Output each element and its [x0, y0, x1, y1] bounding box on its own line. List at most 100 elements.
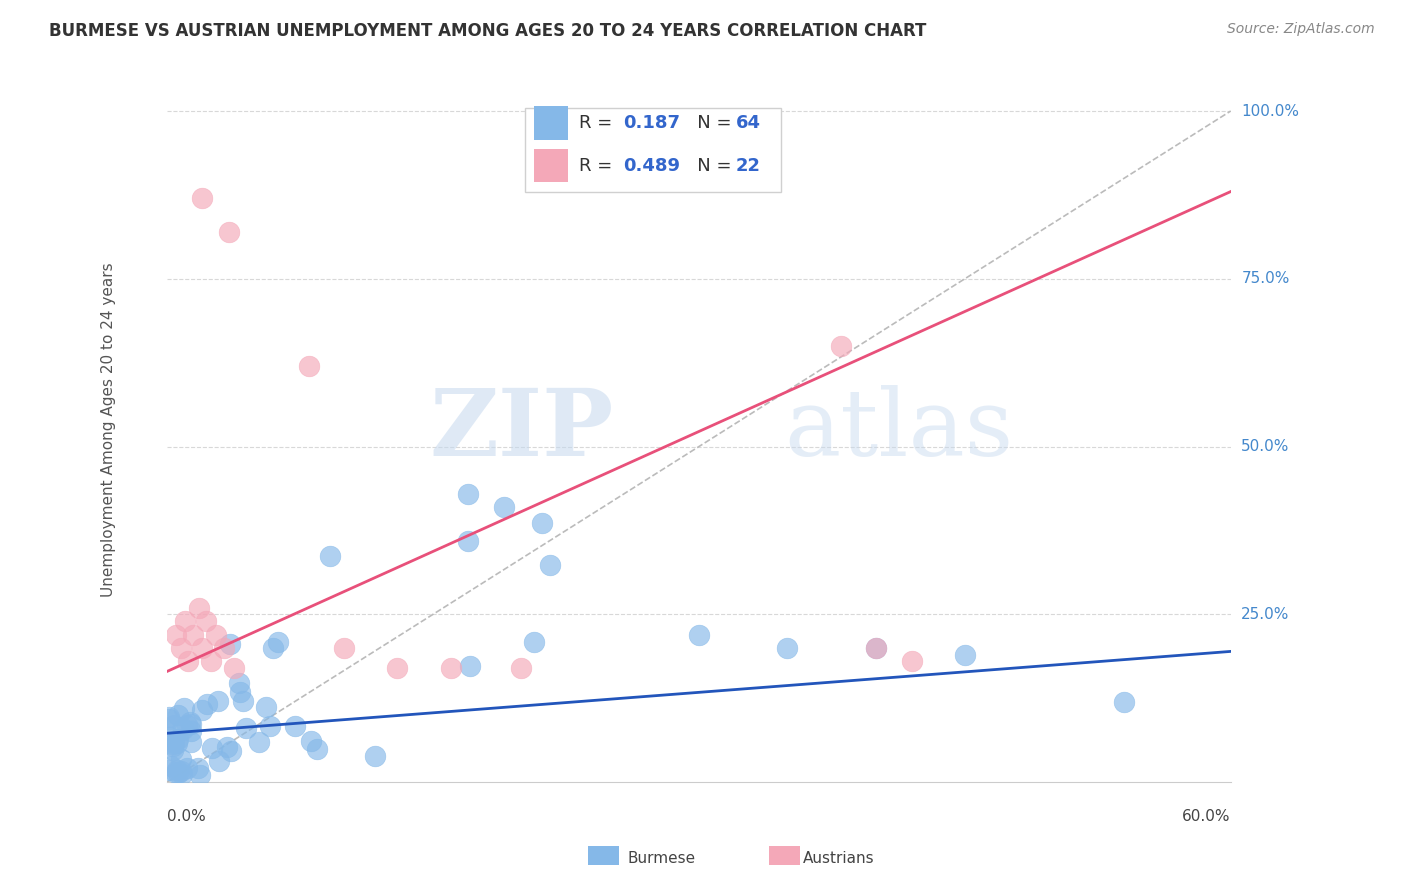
Point	[187, 761, 209, 775]
Point	[953, 648, 976, 662]
Point	[167, 707, 190, 722]
Point	[235, 722, 257, 736]
Point	[523, 635, 546, 649]
Point	[232, 694, 254, 708]
Text: Burmese: Burmese	[627, 851, 695, 865]
Point	[172, 722, 194, 736]
Text: 50.0%: 50.0%	[1241, 439, 1289, 454]
Point	[173, 701, 195, 715]
Point	[157, 712, 180, 726]
Point	[170, 641, 193, 656]
Text: Source: ZipAtlas.com: Source: ZipAtlas.com	[1227, 22, 1375, 37]
Point	[176, 761, 198, 775]
Point	[191, 641, 214, 656]
Text: 60.0%: 60.0%	[1182, 809, 1230, 824]
Point	[173, 614, 195, 628]
Text: R =: R =	[578, 114, 617, 132]
Text: 25.0%: 25.0%	[1241, 607, 1289, 622]
Point	[688, 627, 710, 641]
Point	[180, 724, 202, 739]
Point	[195, 697, 218, 711]
Point	[865, 641, 887, 656]
Point	[333, 641, 356, 656]
Text: N =: N =	[679, 114, 737, 132]
Point	[247, 734, 270, 748]
Point	[457, 486, 479, 500]
Point	[218, 225, 240, 239]
Point	[267, 635, 290, 649]
Text: N =: N =	[679, 157, 737, 175]
Point	[165, 627, 187, 641]
Text: ZIP: ZIP	[429, 384, 613, 475]
Point	[492, 500, 515, 514]
Point	[776, 641, 799, 656]
Point	[457, 533, 479, 548]
Text: 0.0%: 0.0%	[167, 809, 205, 824]
Point	[200, 655, 222, 669]
Point	[207, 694, 229, 708]
Point	[1114, 695, 1136, 709]
FancyBboxPatch shape	[526, 108, 780, 193]
Point	[830, 339, 852, 353]
Point	[167, 731, 190, 746]
Point	[254, 700, 277, 714]
Text: 100.0%: 100.0%	[1241, 103, 1299, 119]
Point	[219, 744, 242, 758]
Point	[167, 766, 190, 780]
Point	[179, 714, 201, 729]
Point	[187, 600, 209, 615]
Point	[170, 752, 193, 766]
Point	[165, 766, 187, 780]
Point	[205, 627, 228, 641]
Point	[531, 516, 554, 530]
Point	[298, 359, 321, 373]
Point	[177, 655, 200, 669]
Point	[283, 719, 305, 733]
Point	[163, 736, 186, 750]
Point	[208, 754, 231, 768]
Point	[538, 558, 561, 573]
Point	[162, 742, 184, 756]
Point	[228, 676, 250, 690]
Point	[162, 739, 184, 753]
Point	[224, 661, 246, 675]
Point	[900, 655, 922, 669]
Point	[166, 736, 188, 750]
Text: 0.489: 0.489	[623, 157, 681, 175]
Point	[157, 763, 180, 777]
Point	[439, 661, 461, 675]
Point	[319, 549, 342, 563]
Point	[166, 763, 188, 777]
Point	[212, 641, 235, 656]
Point	[160, 737, 183, 751]
Point	[364, 748, 387, 763]
Text: R =: R =	[578, 157, 617, 175]
Text: 64: 64	[735, 114, 761, 132]
Point	[188, 768, 211, 782]
Text: 22: 22	[735, 157, 761, 175]
Point	[305, 741, 328, 756]
Point	[218, 637, 240, 651]
Point	[190, 703, 212, 717]
Text: 75.0%: 75.0%	[1241, 271, 1289, 286]
Point	[180, 735, 202, 749]
Point	[458, 659, 481, 673]
Text: Unemployment Among Ages 20 to 24 years: Unemployment Among Ages 20 to 24 years	[101, 262, 115, 597]
Point	[387, 661, 409, 675]
Point	[170, 764, 193, 779]
Point	[180, 717, 202, 731]
Text: BURMESE VS AUSTRIAN UNEMPLOYMENT AMONG AGES 20 TO 24 YEARS CORRELATION CHART: BURMESE VS AUSTRIAN UNEMPLOYMENT AMONG A…	[49, 22, 927, 40]
Point	[191, 191, 214, 205]
FancyBboxPatch shape	[534, 106, 568, 140]
FancyBboxPatch shape	[534, 149, 568, 183]
Point	[176, 718, 198, 732]
Point	[159, 759, 181, 773]
Point	[201, 741, 224, 756]
Text: Austrians: Austrians	[803, 851, 875, 865]
Point	[170, 767, 193, 781]
Point	[217, 739, 239, 754]
Point	[183, 627, 205, 641]
Point	[163, 718, 186, 732]
Text: atlas: atlas	[785, 384, 1014, 475]
Point	[229, 685, 252, 699]
